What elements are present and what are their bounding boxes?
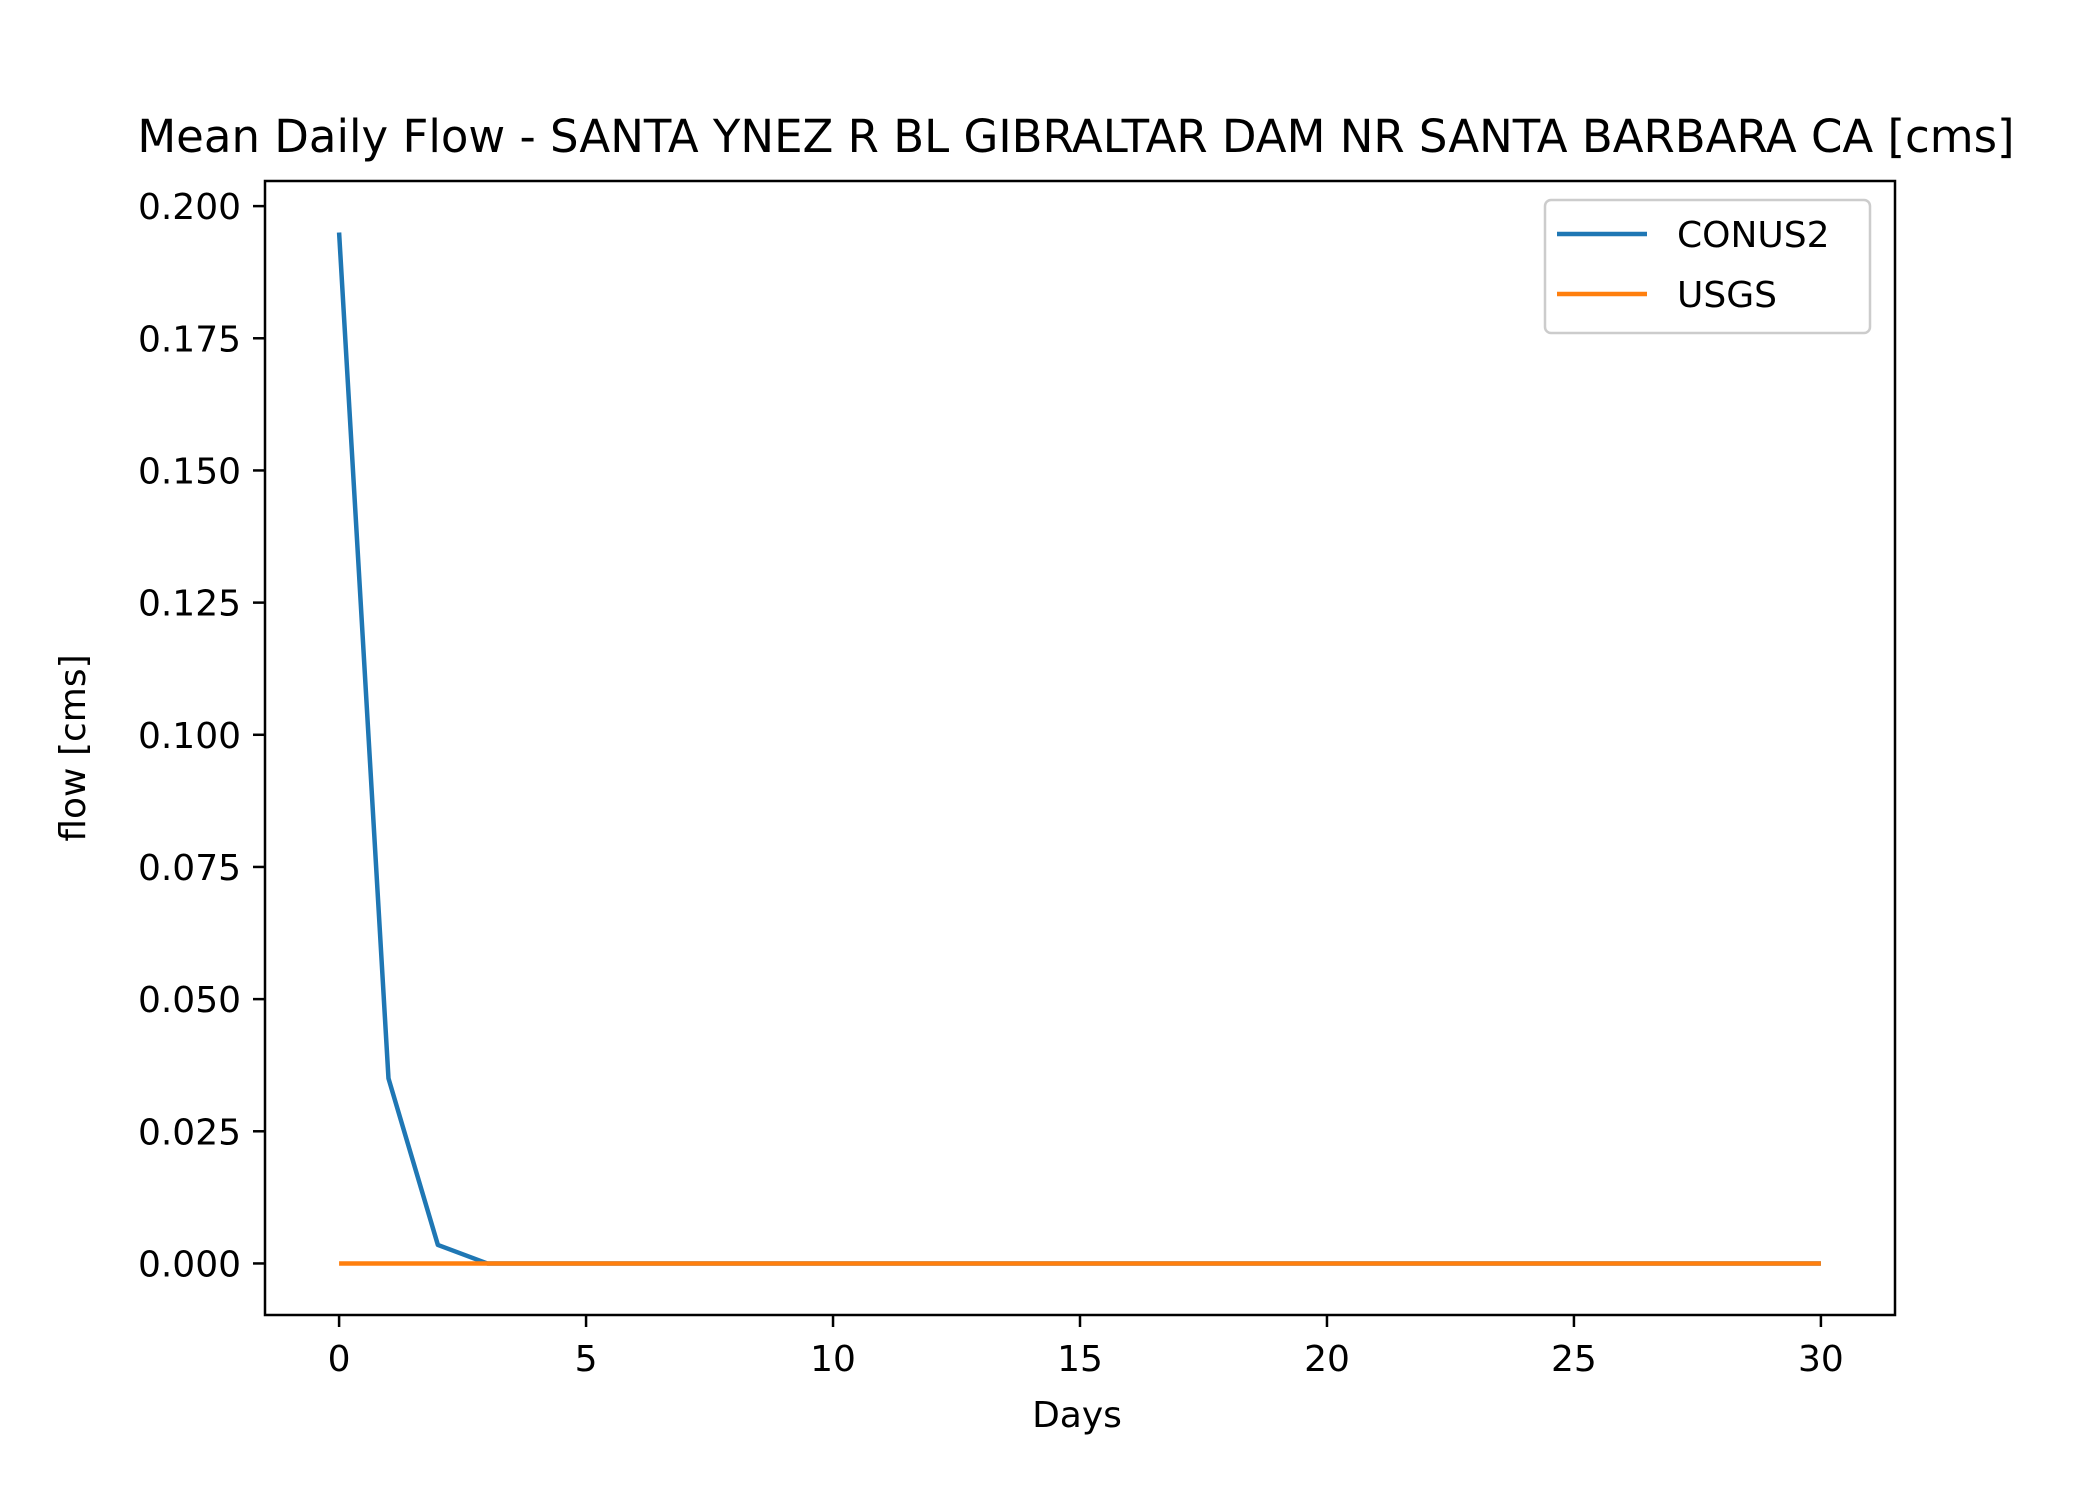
x-tick-label: 30 xyxy=(1798,1339,1844,1380)
x-tick-label: 5 xyxy=(575,1339,598,1380)
y-tick-label: 0.075 xyxy=(138,848,241,889)
chart-marks xyxy=(336,232,1821,1266)
y-axis-label: flow [cms] xyxy=(53,654,94,841)
y-axis: 0.000 0.025 0.050 0.075 0.100 0.125 0.150 0.175… xyxy=(138,187,265,1285)
x-tick-label: 0 xyxy=(328,1339,351,1380)
y-tick-label: 0.100 xyxy=(138,716,241,757)
y-tick-label: 0.200 xyxy=(138,187,241,228)
legend-label-usgs: USGS xyxy=(1677,275,1777,316)
x-axis: 0 5 10 15 20 25 30 xyxy=(328,1315,1844,1380)
y-tick-label: 0.050 xyxy=(138,980,241,1021)
x-axis-label: Days xyxy=(1032,1395,1122,1436)
x-tick-label: 10 xyxy=(810,1339,856,1380)
y-tick-label: 0.150 xyxy=(138,451,241,492)
y-tick-label: 0.125 xyxy=(138,584,241,625)
y-tick-label: 0.000 xyxy=(138,1244,241,1285)
y-tick-label: 0.025 xyxy=(138,1112,241,1153)
x-tick-label: 25 xyxy=(1551,1339,1597,1380)
plot-area xyxy=(265,181,1895,1315)
y-tick-label: 0.175 xyxy=(138,319,241,360)
x-tick-label: 20 xyxy=(1304,1339,1350,1380)
legend-label-conus2: CONUS2 xyxy=(1677,215,1830,256)
legend: CONUS2 USGS xyxy=(1543,198,1872,335)
chart-title: Mean Daily Flow - SANTA YNEZ R BL GIBRAL… xyxy=(137,110,2014,163)
x-tick-label: 15 xyxy=(1057,1339,1103,1380)
